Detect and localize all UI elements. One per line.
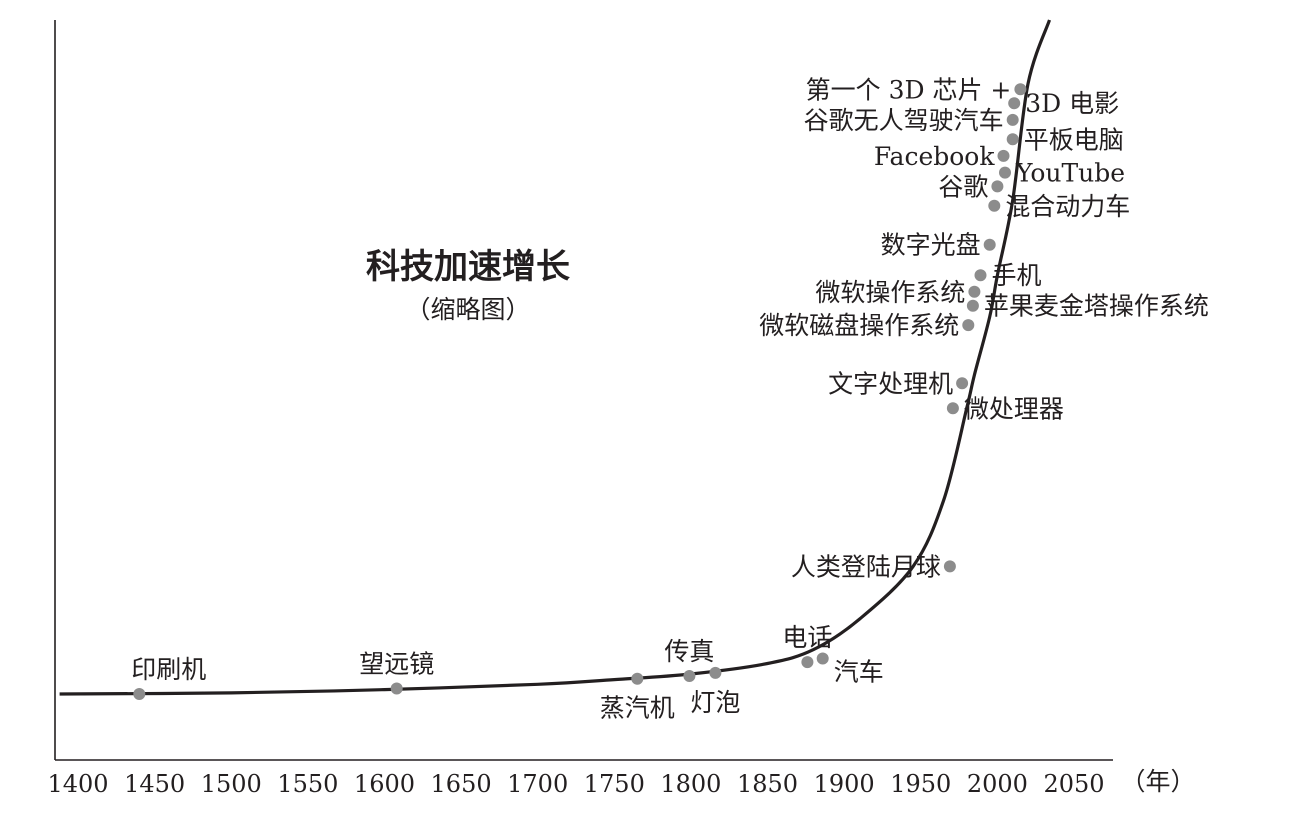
milestone-label: 3D 电影 — [1025, 89, 1119, 118]
milestone-label: 微软磁盘操作系统 — [759, 311, 959, 340]
milestone-label: 苹果麦金塔操作系统 — [984, 292, 1209, 321]
x-tick-label: 1600 — [354, 770, 415, 798]
milestone-label: 谷歌无人驾驶汽车 — [804, 106, 1004, 135]
milestone-label: 手机 — [992, 261, 1042, 290]
milestone-point — [390, 682, 403, 695]
milestone-point — [983, 238, 996, 251]
x-tick-label: 1450 — [124, 770, 185, 798]
milestone-label: 混合动力车 — [1005, 192, 1130, 221]
milestone-label: 数字光盘 — [881, 231, 981, 260]
milestone-point — [1006, 113, 1019, 126]
milestone-point — [943, 560, 956, 573]
milestone-point — [991, 180, 1004, 193]
x-tick-label: 1750 — [584, 770, 645, 798]
x-tick-label: 1650 — [431, 770, 492, 798]
milestone-point — [988, 199, 1001, 212]
milestone-label: YouTube — [1015, 159, 1125, 188]
milestone-label: 蒸汽机 — [600, 694, 675, 723]
milestone-label: 微软操作系统 — [815, 278, 965, 307]
milestone-label: 电话 — [782, 623, 832, 652]
milestone-point — [956, 377, 969, 390]
x-tick-label: 1800 — [660, 770, 721, 798]
milestone-label: 平板电脑 — [1024, 125, 1124, 154]
milestone-point — [999, 166, 1011, 179]
milestone-point — [997, 149, 1010, 162]
x-tick-labels: 1400 1450 1500 1550 1600 1650 1700 1750 1800 1850… — [47, 770, 1104, 798]
milestone-label: 微处理器 — [964, 394, 1064, 423]
x-tick-label: 1950 — [890, 770, 951, 798]
milestone-point — [1006, 133, 1019, 146]
x-tick-label: 1900 — [814, 770, 875, 798]
milestone-point — [974, 269, 987, 282]
milestone-point — [962, 319, 975, 332]
milestone-label: 谷歌 — [938, 172, 988, 201]
milestone-point — [801, 656, 814, 669]
milestone-label: 灯泡 — [690, 688, 740, 717]
milestone-label: 汽车 — [834, 658, 884, 687]
x-tick-label: 1500 — [201, 770, 262, 798]
chart-title: 科技加速增长 — [366, 247, 570, 287]
milestone-point — [966, 299, 979, 312]
x-tick-label: 1700 — [507, 770, 568, 798]
x-tick-label: 1400 — [47, 770, 108, 798]
milestone-label: 望远镜 — [359, 650, 434, 679]
x-axis-unit-label: （年） — [1120, 767, 1195, 796]
milestone-point — [816, 652, 829, 665]
x-tick-label: 2000 — [967, 770, 1028, 798]
x-tick-label: 1550 — [277, 770, 338, 798]
milestone-label: 传真 — [664, 637, 714, 666]
milestone-point — [1014, 83, 1027, 96]
milestone-label: 印刷机 — [131, 655, 206, 684]
milestone-label: 文字处理机 — [828, 369, 953, 398]
x-tick-label: 2050 — [1043, 770, 1104, 798]
milestone-point — [631, 672, 644, 685]
milestone-points — [133, 83, 1027, 700]
x-tick-label: 1850 — [737, 770, 798, 798]
chart-subtitle: （缩略图） — [405, 295, 530, 324]
milestone-point — [968, 285, 981, 298]
milestone-point — [133, 688, 146, 700]
milestone-label: Facebook — [874, 142, 995, 171]
milestone-point — [709, 666, 722, 679]
milestone-label: 第一个 3D 芯片 + — [806, 75, 1012, 104]
milestone-point — [946, 402, 959, 415]
milestone-point — [683, 670, 696, 682]
milestone-label: 人类登陆月球 — [791, 552, 941, 581]
axes — [54, 20, 1113, 761]
milestone-point — [1008, 97, 1021, 110]
